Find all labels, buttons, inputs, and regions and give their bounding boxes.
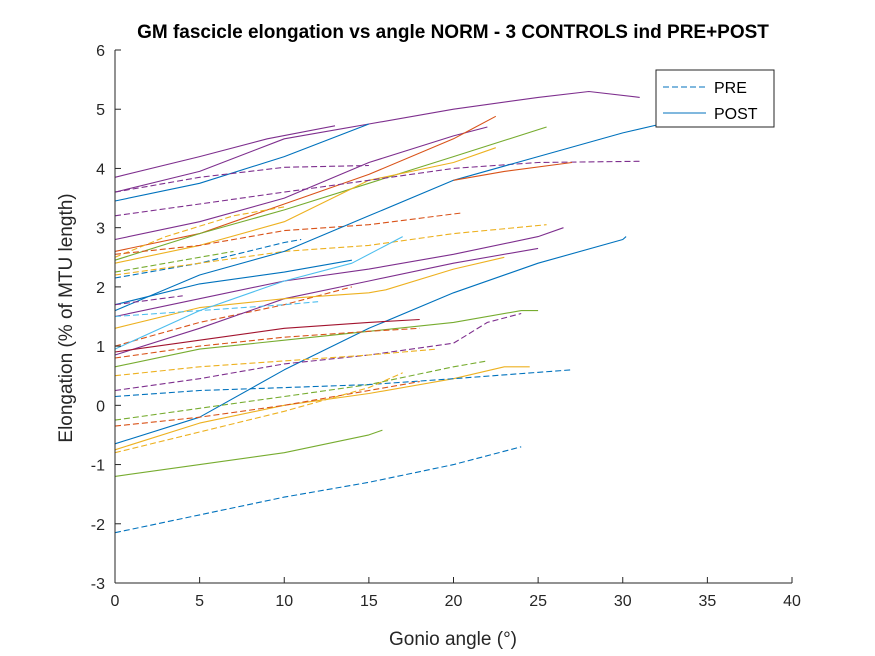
series-line-dashed-35 (114, 446, 522, 534)
series-line-solid-27 (114, 259, 352, 306)
series-line-dashed-34 (114, 372, 403, 454)
series-line-solid-3 (114, 125, 336, 178)
y-tick-label: -1 (91, 458, 105, 475)
series-line-solid-25 (114, 366, 530, 451)
series-line-dashed-11 (114, 212, 463, 255)
x-tick-label: 15 (360, 593, 378, 610)
series-line-solid-26 (114, 429, 383, 477)
series-line-dashed-32 (114, 369, 573, 398)
y-axis-label: Elongation (% of MTU length) (56, 193, 77, 442)
y-tick-label: -3 (91, 576, 105, 593)
series-line-dashed-30 (114, 348, 437, 377)
series-line-dashed-8 (114, 160, 640, 217)
x-tick-label: 5 (195, 593, 204, 610)
series-line-solid-18 (114, 227, 564, 318)
series-line-dashed-13 (114, 224, 547, 276)
series-line-solid-1 (114, 90, 640, 193)
x-tick-label: 20 (445, 593, 463, 610)
y-tick-label: 1 (96, 339, 105, 356)
series-line-solid-7 (114, 147, 496, 264)
series-line-solid-17 (453, 161, 573, 181)
series-line-solid-6 (114, 126, 547, 261)
x-tick-label: 0 (111, 593, 120, 610)
series-line-solid-16 (114, 120, 674, 312)
series-line-solid-20 (114, 256, 505, 329)
series-line-solid-22 (114, 236, 627, 445)
series-line-dashed-12 (114, 238, 302, 279)
legend-label-pre: PRE (714, 80, 747, 97)
series-line-dashed-14 (114, 250, 234, 273)
y-tick-label: 5 (96, 102, 105, 119)
series-line-dashed-9 (114, 164, 369, 193)
plot-lines (114, 90, 674, 534)
series-line-dashed-33 (114, 381, 420, 427)
x-axis-label: Gonio angle (°) (389, 629, 517, 650)
series-line-dashed-10 (114, 206, 285, 258)
x-tick-label: 40 (783, 593, 801, 610)
y-tick-label: -2 (91, 517, 105, 534)
y-tick-label: 4 (96, 161, 105, 178)
series-line-solid-21 (114, 236, 403, 350)
series-line-solid-24 (114, 318, 420, 353)
series-line-solid-4 (114, 126, 488, 241)
series-line-dashed-36 (114, 301, 319, 318)
x-tick-label: 10 (275, 593, 293, 610)
legend-label-post: POST (714, 106, 758, 123)
series-line-dashed-37 (114, 295, 183, 306)
y-tick-label: 0 (96, 398, 105, 415)
y-tick-label: 3 (96, 221, 105, 238)
x-tick-label: 35 (698, 593, 716, 610)
series-line-solid-19 (114, 247, 539, 356)
x-tick-label: 30 (614, 593, 632, 610)
y-tick-label: 2 (96, 280, 105, 297)
series-line-solid-2 (114, 123, 370, 202)
x-tick-label: 25 (529, 593, 547, 610)
series-line-dashed-29 (114, 327, 420, 359)
legend[interactable]: PRE POST (655, 69, 775, 128)
legend-box (655, 69, 775, 128)
chart-title: GM fascicle elongation vs angle NORM - 3… (137, 22, 769, 43)
series-line-solid-5 (114, 115, 497, 252)
y-tick-label: 6 (96, 43, 105, 60)
ticks: 0 5 10 15 20 25 30 35 40 -3 -2 -1 0 1 2 3 4 5 6 (91, 43, 801, 610)
